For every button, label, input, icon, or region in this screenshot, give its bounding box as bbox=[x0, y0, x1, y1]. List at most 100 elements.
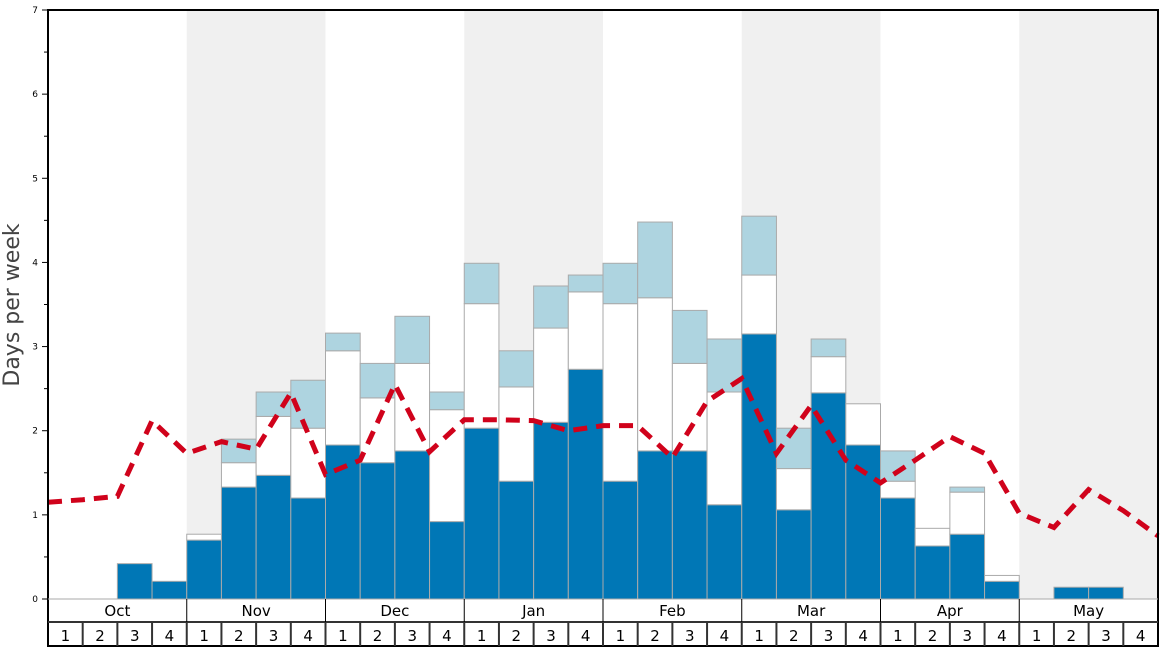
bar-bottom bbox=[637, 450, 673, 600]
bar-bottom bbox=[359, 462, 396, 600]
y-tick-label: 0 bbox=[32, 595, 38, 605]
bar-top bbox=[637, 221, 673, 299]
bar-middle bbox=[325, 350, 361, 446]
bar-bottom bbox=[151, 580, 188, 600]
month-band-may bbox=[1019, 10, 1158, 599]
y-tick-label: 5 bbox=[32, 174, 38, 184]
bar-middle bbox=[810, 356, 847, 394]
bar-bottom bbox=[290, 497, 326, 600]
week-label: 2 bbox=[373, 627, 383, 645]
bar-bottom bbox=[949, 533, 986, 600]
bar-bottom bbox=[880, 497, 916, 600]
bar-bottom bbox=[845, 444, 881, 600]
bar-middle bbox=[775, 468, 812, 511]
week-label: 2 bbox=[1067, 627, 1077, 645]
bar-bottom bbox=[255, 474, 292, 600]
bar-middle bbox=[845, 403, 881, 446]
month-label: May bbox=[1073, 602, 1104, 620]
bar-bottom bbox=[914, 545, 951, 600]
bar-bottom bbox=[602, 480, 639, 600]
bar-middle bbox=[914, 527, 951, 547]
week-label: 2 bbox=[928, 627, 938, 645]
bar-middle bbox=[602, 303, 639, 482]
week-label: 1 bbox=[893, 627, 903, 645]
week-label: 3 bbox=[1101, 627, 1111, 645]
week-label: 1 bbox=[338, 627, 348, 645]
y-tick-label: 6 bbox=[32, 90, 38, 100]
week-label: 4 bbox=[720, 627, 730, 645]
week-label: 3 bbox=[546, 627, 556, 645]
bar-middle bbox=[429, 409, 465, 523]
bar-bottom bbox=[394, 450, 431, 600]
bar-middle bbox=[359, 397, 396, 464]
month-label: Oct bbox=[104, 602, 130, 620]
bar-top bbox=[880, 450, 916, 482]
week-label: 1 bbox=[754, 627, 764, 645]
week-label: 4 bbox=[858, 627, 868, 645]
week-label: 3 bbox=[824, 627, 834, 645]
week-label: 2 bbox=[512, 627, 522, 645]
bar-top bbox=[567, 274, 604, 293]
y-tick-label: 1 bbox=[32, 511, 38, 521]
bar-top bbox=[394, 315, 431, 364]
week-label: 3 bbox=[130, 627, 140, 645]
bar-bottom bbox=[463, 427, 500, 600]
week-label: 1 bbox=[616, 627, 626, 645]
bar-bottom bbox=[429, 521, 465, 600]
bar-middle bbox=[949, 491, 986, 535]
bar-bottom bbox=[186, 539, 222, 600]
week-label: 3 bbox=[269, 627, 279, 645]
bar-top bbox=[602, 262, 639, 305]
bar-bottom bbox=[567, 368, 604, 600]
week-label: 1 bbox=[1032, 627, 1042, 645]
bar-middle bbox=[186, 533, 222, 541]
bar-bottom bbox=[533, 421, 569, 600]
bar-middle bbox=[984, 574, 1020, 582]
bar-top bbox=[949, 486, 986, 493]
bar-middle bbox=[220, 462, 257, 488]
bar-top bbox=[533, 285, 569, 329]
bar-top bbox=[325, 332, 361, 352]
week-label: 4 bbox=[303, 627, 313, 645]
week-label: 3 bbox=[685, 627, 695, 645]
average-line bbox=[47, 374, 1160, 538]
week-label: 2 bbox=[789, 627, 799, 645]
week-label: 4 bbox=[442, 627, 452, 645]
bar-bottom bbox=[706, 504, 743, 600]
y-tick-label: 7 bbox=[32, 6, 38, 16]
bar-top bbox=[741, 215, 777, 276]
bar-top bbox=[671, 309, 708, 364]
week-label: 3 bbox=[962, 627, 972, 645]
bar-middle bbox=[255, 415, 292, 476]
week-label: 2 bbox=[95, 627, 105, 645]
week-label: 1 bbox=[61, 627, 71, 645]
y-axis-label: Days per week bbox=[0, 223, 25, 386]
week-label: 4 bbox=[165, 627, 175, 645]
bar-top bbox=[429, 391, 465, 411]
y-tick-label: 2 bbox=[32, 427, 38, 437]
bar-bottom bbox=[1088, 586, 1124, 600]
bar-bottom bbox=[1053, 586, 1090, 600]
bar-middle bbox=[533, 327, 569, 423]
bar-bottom bbox=[984, 580, 1020, 600]
bar-top bbox=[498, 350, 535, 388]
bar-bottom bbox=[775, 509, 812, 600]
y-tick-label: 4 bbox=[32, 258, 38, 268]
week-label: 1 bbox=[477, 627, 487, 645]
bar-bottom bbox=[116, 563, 153, 600]
bar-middle bbox=[498, 386, 535, 482]
bar-middle bbox=[880, 480, 916, 499]
bar-middle bbox=[463, 303, 500, 429]
bar-middle bbox=[567, 291, 604, 370]
bar-middle bbox=[706, 391, 743, 506]
week-label: 3 bbox=[407, 627, 417, 645]
bar-top bbox=[463, 262, 500, 305]
week-label: 4 bbox=[581, 627, 591, 645]
bar-bottom bbox=[498, 480, 535, 600]
week-label: 2 bbox=[234, 627, 244, 645]
week-label: 1 bbox=[199, 627, 209, 645]
bar-bottom bbox=[220, 486, 257, 600]
bar-bottom bbox=[741, 333, 777, 600]
bar-top bbox=[810, 338, 847, 358]
